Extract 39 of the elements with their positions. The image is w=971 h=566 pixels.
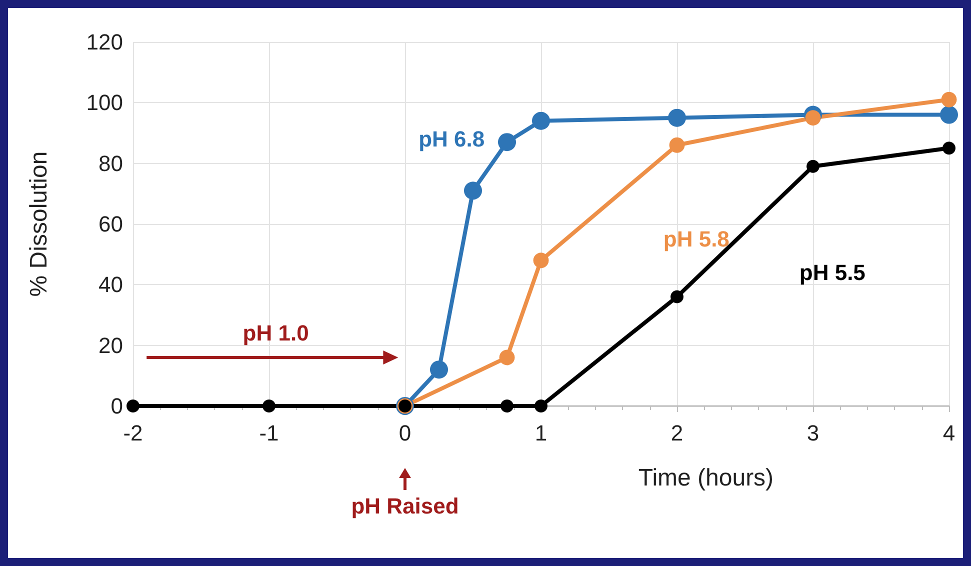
point [668, 108, 686, 127]
point [464, 182, 482, 200]
point [126, 400, 140, 412]
annotation: pH 1.0 [242, 320, 309, 346]
point [670, 290, 684, 304]
x-tick-label: 3 [806, 420, 820, 446]
point [805, 110, 821, 126]
y-tick-label: 80 [98, 150, 123, 176]
series-label: pH 6.8 [418, 126, 485, 152]
x-tick-label: 2 [670, 420, 684, 446]
point [430, 360, 448, 379]
y-tick-label: 40 [98, 272, 123, 298]
x-tick-label: -1 [259, 420, 279, 446]
text: pH 5.5 [799, 260, 866, 286]
x-tick-label: 4 [942, 420, 956, 446]
point [532, 112, 550, 130]
point [669, 137, 685, 153]
point [534, 400, 548, 412]
y-tick-label: 0 [110, 394, 123, 418]
point [806, 160, 820, 173]
point [498, 133, 516, 152]
y-tick-label: 100 [86, 90, 123, 116]
point [941, 92, 957, 108]
y-tick-label: 20 [98, 332, 123, 358]
text: pH 5.8 [663, 226, 730, 252]
point [940, 106, 958, 124]
point [942, 142, 956, 155]
y-tick-label: 60 [98, 212, 123, 236]
y-tick-label: 120 [86, 30, 123, 54]
point [499, 350, 515, 366]
text: pH Raised [351, 494, 459, 518]
x-tick-label: -2 [123, 420, 143, 446]
x-tick-label: 0 [398, 420, 412, 446]
point [500, 400, 514, 412]
point [533, 252, 549, 268]
x-axis-title: Time (hours) [638, 464, 774, 492]
x-tick-label: 1 [534, 420, 548, 446]
y-axis-title: % Dissolution [26, 151, 52, 297]
point [262, 400, 276, 412]
